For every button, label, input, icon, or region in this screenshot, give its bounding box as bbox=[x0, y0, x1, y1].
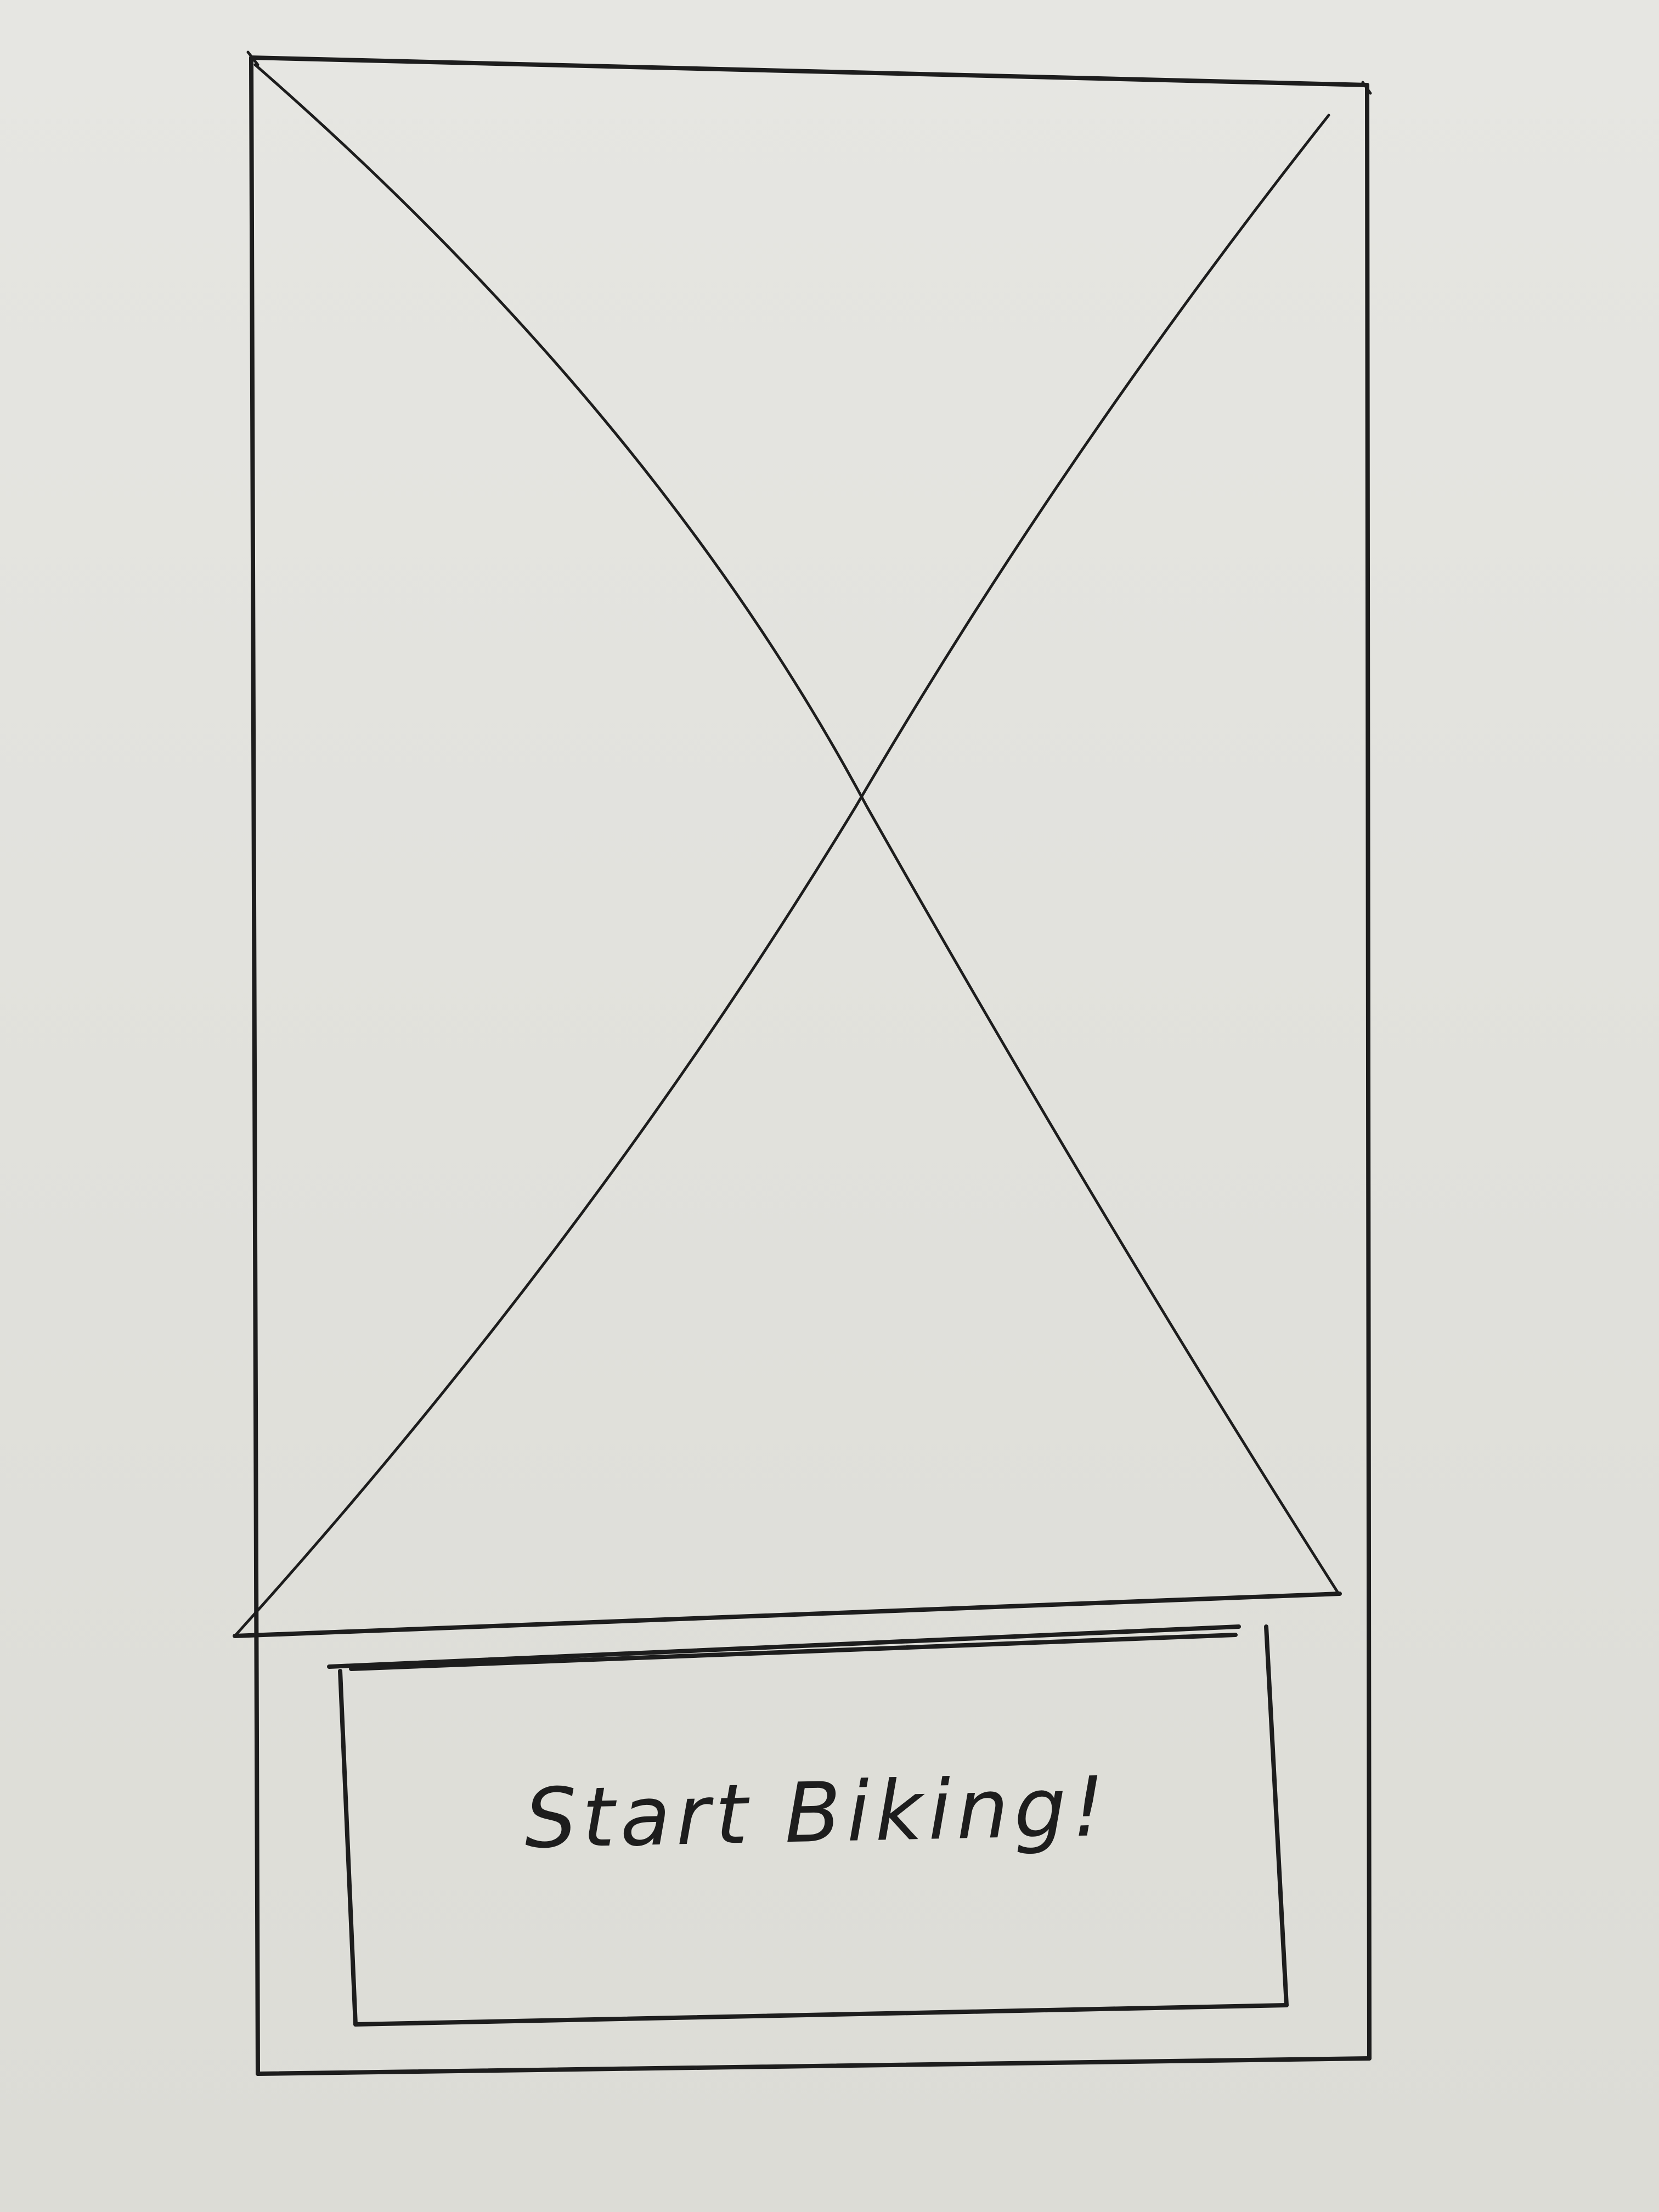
start-button-border bbox=[327, 1624, 1289, 2027]
phone-frame-border bbox=[246, 50, 1372, 2076]
start-biking-label: Start Biking! bbox=[523, 1759, 1111, 1867]
start-biking-button[interactable]: Start Biking! bbox=[351, 1673, 1284, 2013]
image-placeholder-icon bbox=[233, 63, 1342, 1638]
